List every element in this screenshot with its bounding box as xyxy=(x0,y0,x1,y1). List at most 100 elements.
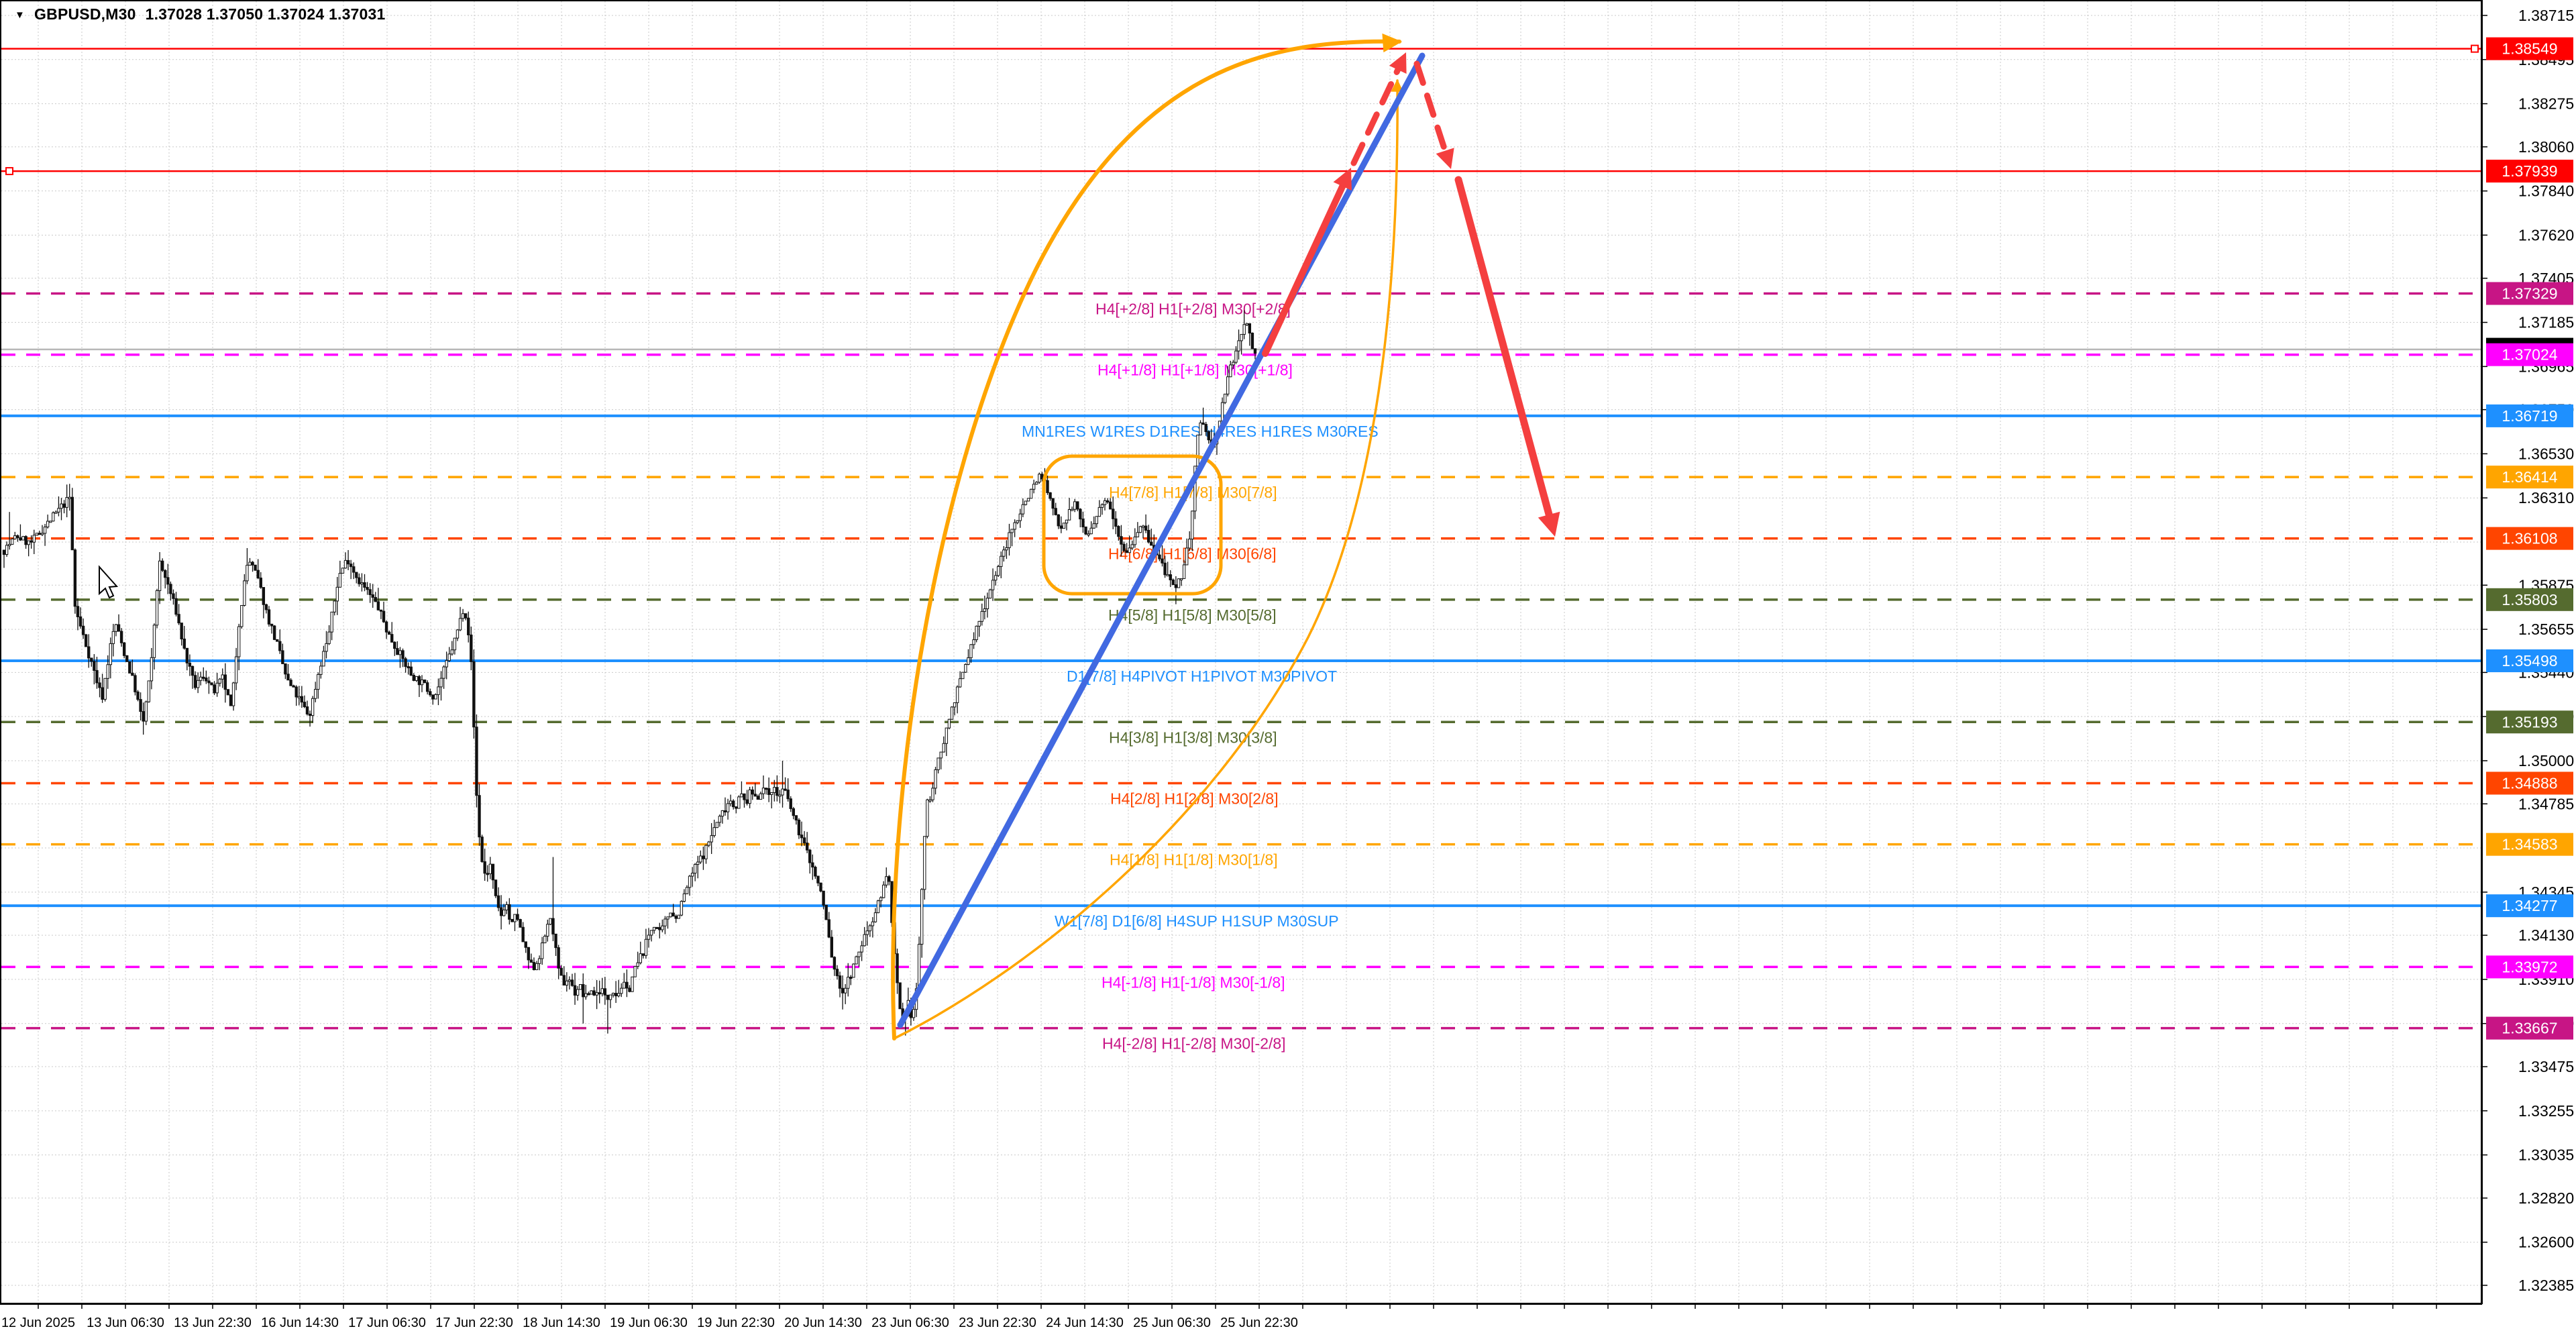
candle-body xyxy=(207,680,211,684)
candle-body xyxy=(1161,558,1164,564)
candle-body xyxy=(669,912,672,918)
price-badge xyxy=(2486,527,2573,550)
projection-ellipse-right-arc[interactable] xyxy=(893,79,1399,1040)
candle-body xyxy=(639,953,642,963)
candle-body xyxy=(278,641,282,651)
candlestick-series xyxy=(2,310,1257,1036)
candle-body xyxy=(1081,519,1085,527)
candle-body xyxy=(888,876,891,882)
candle-body xyxy=(1191,511,1194,540)
ellipse-arrowhead-small[interactable] xyxy=(1391,79,1403,92)
candle-body xyxy=(1029,488,1033,499)
candle-body xyxy=(84,634,88,647)
price-tick-label: 1.36310 xyxy=(2518,489,2574,506)
candle-body xyxy=(969,644,973,658)
candle-body xyxy=(286,674,290,681)
candle-body xyxy=(732,800,735,808)
candle-body xyxy=(472,661,476,728)
price-badge xyxy=(2486,282,2573,305)
candle-body xyxy=(404,658,407,667)
candle-body xyxy=(936,757,940,770)
candle-body xyxy=(458,618,462,631)
candle-body xyxy=(270,623,274,627)
projection-arrow-dashed-up-head[interactable] xyxy=(1389,52,1407,74)
candle-body xyxy=(1125,550,1128,553)
price-tick-label: 1.33035 xyxy=(2518,1146,2574,1164)
candle-body xyxy=(398,650,402,655)
candle-body xyxy=(1166,574,1169,577)
candle-body xyxy=(896,953,899,983)
candle-body xyxy=(346,559,350,565)
trendline-blue[interactable] xyxy=(897,52,1426,1028)
candle-body xyxy=(688,875,692,888)
candle-body xyxy=(1038,474,1041,483)
candle-body xyxy=(1188,539,1191,549)
candle-body xyxy=(868,925,872,932)
candle-body xyxy=(614,993,618,997)
candle-body xyxy=(554,933,557,949)
candle-body xyxy=(1092,523,1095,529)
price-badge xyxy=(2486,894,2573,918)
candle-body xyxy=(1026,498,1030,502)
time-axis[interactable]: 12 Jun 2025 13 Jun 06:30 13 Jun 22:30 16 Ju… xyxy=(0,1303,2482,1330)
price-badge xyxy=(2486,404,2573,427)
candle-body xyxy=(1177,578,1181,588)
candle-body xyxy=(824,904,828,920)
line-anchor-handle[interactable] xyxy=(2471,44,2479,53)
candle-body xyxy=(1057,514,1060,527)
candle-body xyxy=(508,904,511,920)
price-badge-text: 1.35498 xyxy=(2502,652,2557,670)
candle-body xyxy=(879,897,883,902)
projection-arrow-dashed-down[interactable] xyxy=(1413,60,1450,158)
candle-body xyxy=(690,873,694,877)
projection-arrow-down-head[interactable] xyxy=(1538,511,1560,537)
projection-arrow-dashed-down-head[interactable] xyxy=(1436,148,1454,169)
candle-body xyxy=(38,533,42,535)
ellipse-arrowhead-main[interactable] xyxy=(1382,33,1402,53)
candle-body xyxy=(917,944,921,989)
candle-body xyxy=(19,537,22,541)
impulse-arrow-up[interactable] xyxy=(1262,178,1348,357)
candle-body xyxy=(977,621,981,627)
candle-body xyxy=(1229,364,1232,378)
projection-ellipse-left-arc[interactable] xyxy=(891,39,1401,1040)
candle-body xyxy=(390,634,394,643)
candle-body xyxy=(191,665,195,676)
candle-body xyxy=(343,559,347,569)
chart-plot-area[interactable] xyxy=(0,0,2482,1304)
candle-body xyxy=(652,926,656,931)
projection-arrow-down[interactable] xyxy=(1454,176,1554,523)
candle-body xyxy=(420,679,424,686)
candle-body xyxy=(169,584,172,594)
candle-body xyxy=(735,806,738,809)
candle-body xyxy=(516,914,519,920)
candle-body xyxy=(467,617,470,635)
candle-body xyxy=(649,930,653,936)
candle-body xyxy=(838,975,842,989)
candle-body xyxy=(855,956,858,965)
impulse-arrow-up-head[interactable] xyxy=(1333,168,1352,191)
line-anchor-handle[interactable] xyxy=(5,167,13,176)
candle-body xyxy=(770,792,773,795)
candle-body xyxy=(384,621,388,633)
candle-body xyxy=(1008,532,1011,548)
candle-body xyxy=(748,789,751,804)
candle-body xyxy=(712,827,716,837)
price-tick-label: 1.37840 xyxy=(2518,182,2574,200)
price-badge xyxy=(2486,160,2573,183)
candle-body xyxy=(1049,492,1052,499)
candle-body xyxy=(1120,536,1123,545)
candle-body xyxy=(532,961,536,971)
candle-body xyxy=(792,808,796,816)
candle-body xyxy=(480,837,484,862)
symbol-dropdown-icon[interactable]: ▼ xyxy=(15,9,25,21)
candle-body xyxy=(317,674,320,690)
candle-body xyxy=(450,649,454,655)
price-axis[interactable]: 1.387151.384951.382751.380601.378401.376… xyxy=(2481,0,2574,1304)
projection-arrow-dashed-up[interactable] xyxy=(1350,62,1403,166)
candle-body xyxy=(1250,333,1254,350)
candle-body xyxy=(505,904,508,910)
candle-body xyxy=(578,984,582,990)
candle-body xyxy=(246,565,249,582)
candle-body xyxy=(835,969,839,977)
